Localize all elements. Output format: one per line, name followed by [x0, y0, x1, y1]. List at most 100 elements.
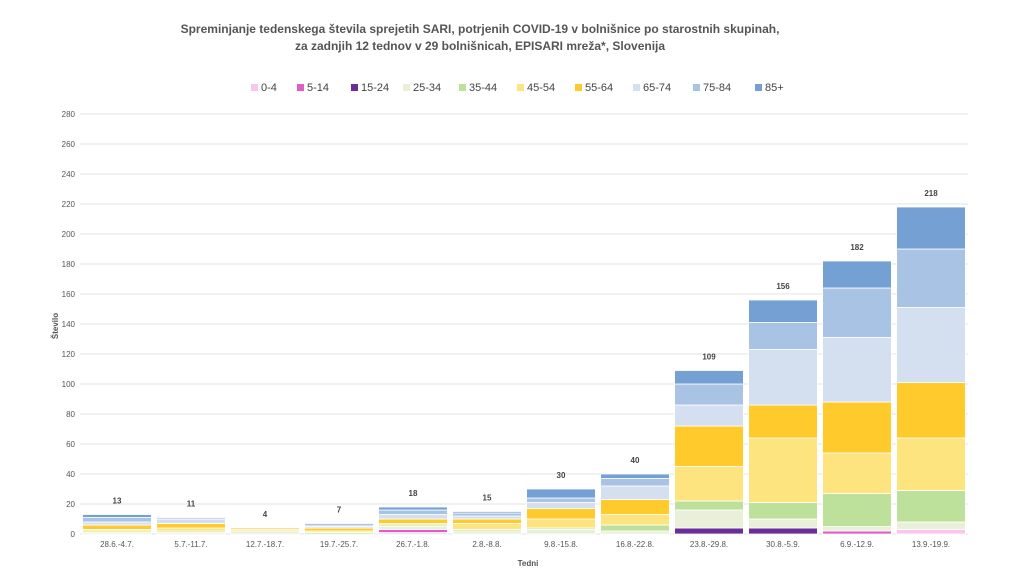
- bar-total-label: 4: [263, 510, 268, 519]
- bar-segment: [304, 527, 374, 532]
- bar-segment: [822, 526, 892, 532]
- bar-segment: [82, 524, 152, 530]
- legend-swatch: [351, 84, 358, 91]
- bar-segment: [896, 529, 966, 535]
- bar-total-label: 182: [850, 243, 864, 252]
- legend-item: 0-4: [251, 82, 277, 94]
- legend-item: 65-74: [633, 82, 671, 94]
- x-axis-label: Tedni: [518, 559, 539, 568]
- x-tick-label: 2.8.-8.8.: [472, 540, 501, 549]
- bar-segment: [156, 527, 226, 532]
- legend: 0-4 5-14 15-24 25-34 35-44 45-54 55-64 65-74 75-…: [251, 82, 784, 94]
- bar-segment: [600, 485, 670, 500]
- bar-segment: [896, 521, 966, 530]
- legend-label: 85+: [765, 82, 784, 94]
- bar-total-label: 156: [776, 282, 790, 291]
- bar-total-label: 7: [337, 506, 342, 515]
- bar-segment: [452, 518, 522, 524]
- bar-total-label: 15: [483, 494, 492, 503]
- bar-segment: [600, 530, 670, 535]
- legend-swatch: [633, 84, 640, 91]
- legend-swatch: [297, 84, 304, 91]
- bar-segment: [452, 515, 522, 520]
- y-tick-label: 180: [62, 260, 76, 269]
- y-axis-label: Število: [51, 313, 60, 339]
- bar-segment: [822, 493, 892, 527]
- chart-title-line-2: za zadnjih 12 tednov v 29 bolnišnicah, E…: [295, 39, 665, 53]
- bar-segment: [822, 260, 892, 289]
- bar-segment: [822, 452, 892, 494]
- bar-segment: [156, 517, 226, 520]
- legend-swatch: [251, 84, 258, 91]
- legend-swatch: [693, 84, 700, 91]
- legend-swatch: [459, 84, 466, 91]
- legend-item: 15-24: [351, 82, 389, 94]
- bar-segment: [748, 518, 818, 529]
- bar-segment: [156, 518, 226, 524]
- bar-segment: [452, 512, 522, 517]
- bar-segment: [452, 523, 522, 530]
- legend-label: 0-4: [261, 82, 277, 94]
- bar-segment: [748, 437, 818, 503]
- legend-item: 25-34: [403, 82, 441, 94]
- x-tick-label: 6.9.-12.9.: [840, 540, 874, 549]
- bar-segment: [600, 499, 670, 515]
- bar-segment: [748, 502, 818, 520]
- y-tick-label: 240: [62, 170, 76, 179]
- bar-segment: [378, 509, 448, 515]
- bar-segment: [896, 248, 966, 308]
- legend-swatch: [517, 84, 524, 91]
- bar-segment: [600, 473, 670, 479]
- legend-item: 75-84: [693, 82, 731, 94]
- bar-segment: [378, 514, 448, 520]
- y-tick-label: 160: [62, 290, 76, 299]
- bar-segment: [378, 526, 448, 530]
- chart-title-line-1: Spreminjanje tedenskega števila sprejeti…: [181, 22, 780, 36]
- legend-item: 85+: [755, 82, 784, 94]
- bar-total-label: 11: [187, 500, 196, 509]
- bar-segment: [896, 382, 966, 439]
- legend-swatch: [575, 84, 582, 91]
- legend-label: 25-34: [413, 82, 441, 94]
- legend-item: 5-14: [297, 82, 329, 94]
- bar-segment: [526, 518, 596, 529]
- bar-segment: [378, 529, 448, 533]
- y-tick-label: 60: [66, 440, 75, 449]
- bar-segment: [822, 287, 892, 338]
- y-tick-label: 20: [66, 500, 75, 509]
- bar-total-label: 109: [702, 353, 716, 362]
- bar-segment: [674, 527, 744, 535]
- bars: [82, 206, 966, 535]
- bar-segment: [82, 521, 152, 526]
- bar-total-labels: 13 11 4 7 18 15 30 40 109 156 182 218: [113, 189, 939, 519]
- gridlines: [80, 113, 968, 535]
- legend-label: 65-74: [643, 82, 671, 94]
- bar-segment: [82, 514, 152, 518]
- y-tick-label: 200: [62, 230, 76, 239]
- bar-segment: [526, 508, 596, 520]
- bar-segment: [748, 349, 818, 406]
- x-tick-label: 9.8.-15.8.: [544, 540, 578, 549]
- bar-segment: [822, 337, 892, 403]
- bar-segment: [748, 404, 818, 439]
- legend-label: 35-44: [469, 82, 497, 94]
- bar-segment: [748, 527, 818, 535]
- bar-segment: [82, 517, 152, 523]
- bar-segment: [600, 514, 670, 526]
- x-tick-label: 26.7.-1.8.: [396, 540, 430, 549]
- bar-total-label: 18: [409, 489, 418, 498]
- bar-segment: [452, 530, 522, 535]
- bar-segment: [896, 490, 966, 523]
- bar-total-label: 30: [557, 471, 566, 480]
- bar-segment: [230, 530, 300, 535]
- bar-segment: [674, 370, 744, 385]
- y-tick-label: 0: [71, 530, 76, 539]
- y-tick-label: 140: [62, 320, 76, 329]
- bar-segment: [748, 299, 818, 323]
- bar-segment: [822, 401, 892, 454]
- y-tick-label: 280: [62, 110, 76, 119]
- y-tick-label: 260: [62, 140, 76, 149]
- bar-segment: [674, 466, 744, 502]
- bar-segment: [600, 524, 670, 532]
